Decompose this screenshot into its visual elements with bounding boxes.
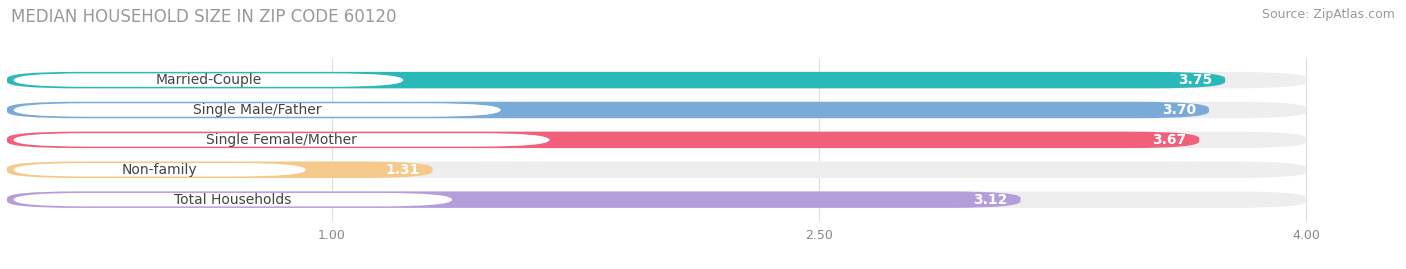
FancyBboxPatch shape <box>7 102 1306 118</box>
Text: MEDIAN HOUSEHOLD SIZE IN ZIP CODE 60120: MEDIAN HOUSEHOLD SIZE IN ZIP CODE 60120 <box>11 8 396 26</box>
FancyBboxPatch shape <box>7 132 1306 148</box>
FancyBboxPatch shape <box>7 192 1021 208</box>
Text: Single Female/Mother: Single Female/Mother <box>207 133 357 147</box>
FancyBboxPatch shape <box>14 163 307 176</box>
FancyBboxPatch shape <box>7 102 1209 118</box>
FancyBboxPatch shape <box>14 103 501 117</box>
Text: Married-Couple: Married-Couple <box>155 73 262 87</box>
Text: 3.12: 3.12 <box>973 193 1008 207</box>
Text: 3.70: 3.70 <box>1161 103 1197 117</box>
FancyBboxPatch shape <box>7 162 433 178</box>
FancyBboxPatch shape <box>14 193 453 206</box>
FancyBboxPatch shape <box>7 192 1306 208</box>
Text: Non-family: Non-family <box>122 163 197 177</box>
FancyBboxPatch shape <box>7 132 1199 148</box>
Text: Total Households: Total Households <box>174 193 291 207</box>
Text: 1.31: 1.31 <box>385 163 419 177</box>
Text: Single Male/Father: Single Male/Father <box>193 103 322 117</box>
FancyBboxPatch shape <box>14 73 404 87</box>
Text: 3.75: 3.75 <box>1178 73 1212 87</box>
FancyBboxPatch shape <box>14 133 550 147</box>
Text: Source: ZipAtlas.com: Source: ZipAtlas.com <box>1261 8 1395 21</box>
FancyBboxPatch shape <box>7 72 1225 88</box>
Text: 3.67: 3.67 <box>1152 133 1187 147</box>
FancyBboxPatch shape <box>7 72 1306 88</box>
FancyBboxPatch shape <box>7 162 1306 178</box>
